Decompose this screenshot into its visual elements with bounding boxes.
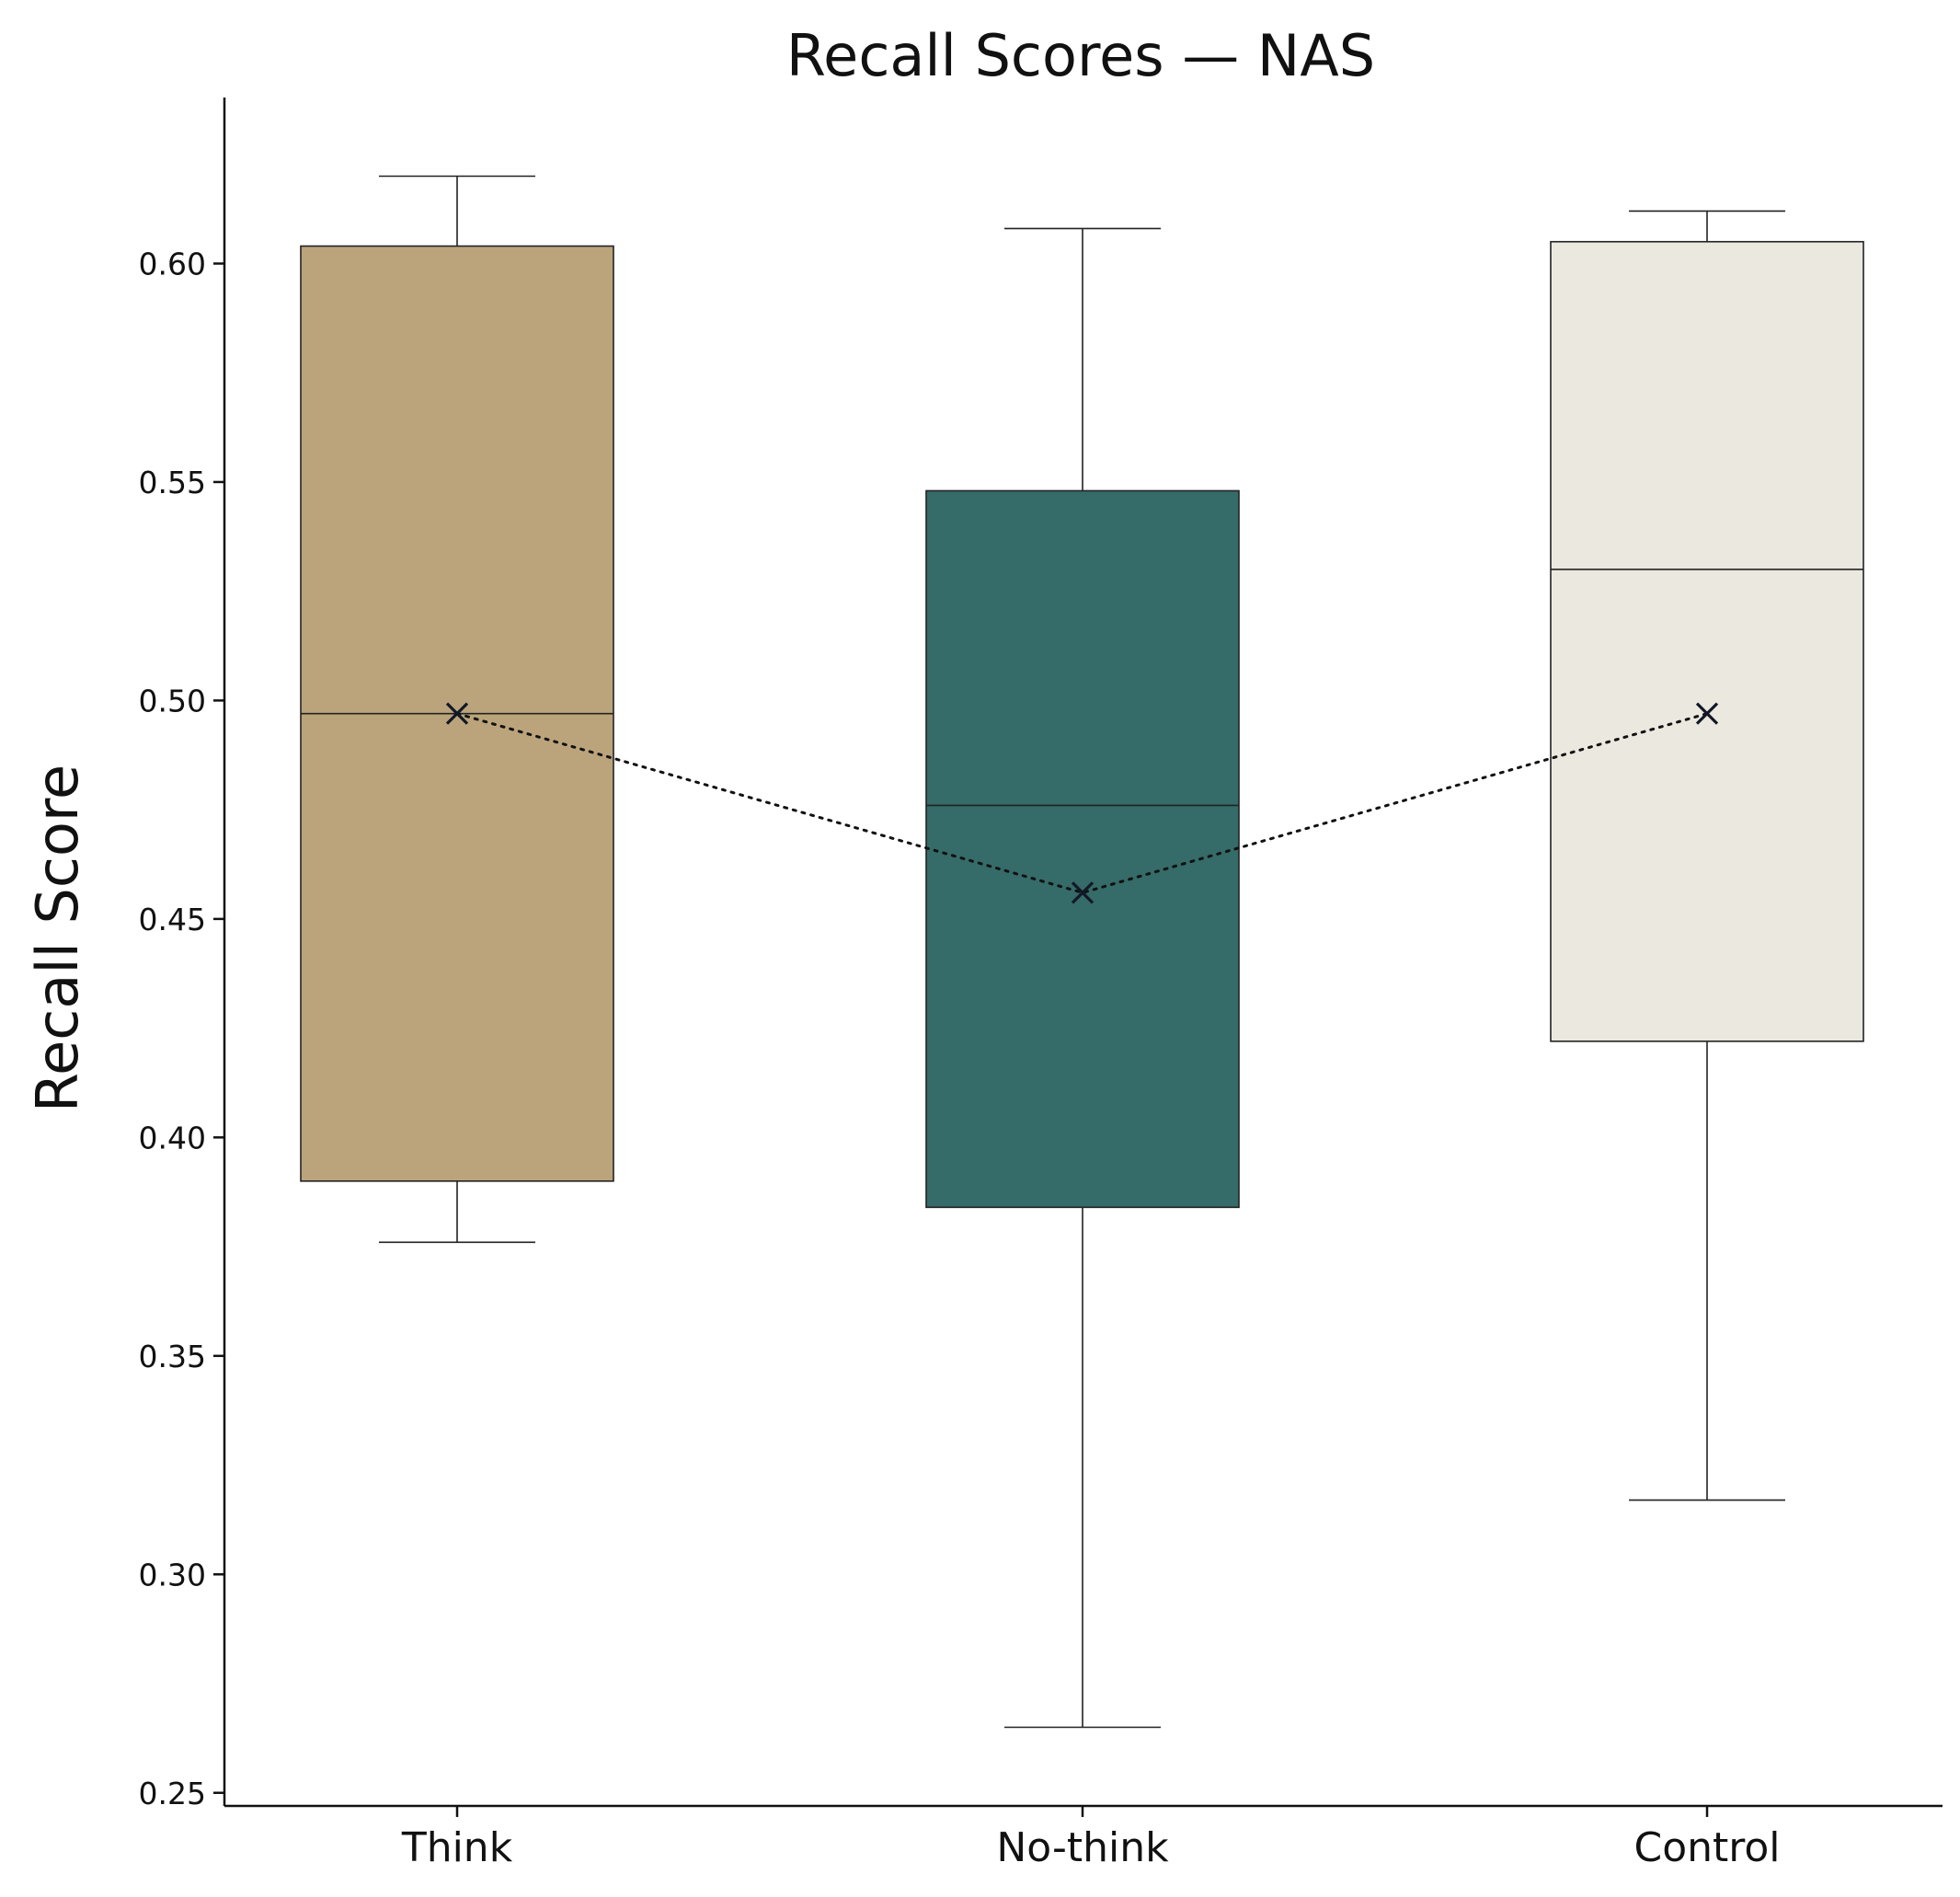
iqr-box [925, 489, 1240, 1209]
iqr-box [1550, 240, 1864, 1042]
y-tick-label: 0.30 [139, 1557, 206, 1592]
mean-connector [445, 702, 1719, 904]
y-axis-label: Recall Score [24, 765, 91, 1112]
y-tick-label: 0.35 [139, 1339, 206, 1374]
y-tick-label: 0.50 [139, 683, 206, 719]
box-no-think [925, 227, 1240, 1729]
box-series [300, 175, 1864, 1729]
chart-title: Recall Scores — NAS [786, 22, 1375, 89]
box-think [300, 175, 614, 1244]
x-tick-label-think: Think [401, 1824, 513, 1871]
x-tick-label-no-think: No-think [996, 1824, 1169, 1871]
mean-marker [1695, 702, 1719, 725]
mean-marker [445, 702, 469, 725]
y-tick-label: 0.40 [139, 1120, 206, 1155]
y-tick-label: 0.55 [139, 465, 206, 500]
y-tick-label: 0.60 [139, 246, 206, 282]
mean-marker [1071, 881, 1095, 904]
y-tick-label: 0.25 [139, 1776, 206, 1811]
y-axis-ticks: 0.25 0.30 0.35 0.40 0.45 0.50 0.55 0.60 [139, 246, 224, 1811]
y-tick-label: 0.45 [139, 902, 206, 937]
x-axis-ticks: Think No-think Control [401, 1806, 1781, 1871]
x-tick-label-control: Control [1633, 1824, 1780, 1871]
box-control [1550, 210, 1864, 1501]
